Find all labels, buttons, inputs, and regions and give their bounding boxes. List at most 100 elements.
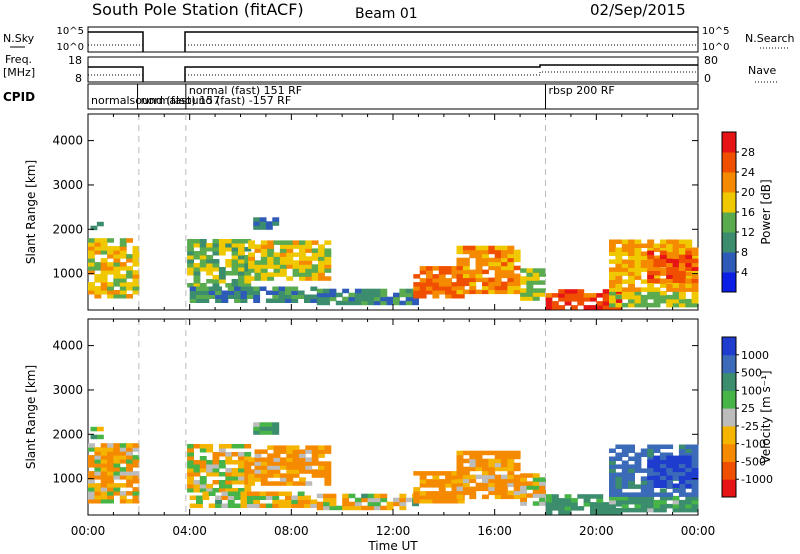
data-cell [248,240,255,245]
data-cell [596,498,604,503]
data-cell [419,286,427,291]
data-cell [279,445,287,450]
data-cell [273,260,281,265]
data-cell [475,245,483,251]
data-cell [238,255,245,260]
data-cell [126,447,133,452]
data-cell [187,251,194,256]
data-cell [297,503,305,508]
data-cell [570,506,578,511]
data-cell [100,463,108,468]
data-cell [494,450,502,456]
data-cell [367,288,375,294]
data-cell [225,283,233,288]
data-cell [551,498,559,503]
data-cell [653,294,661,300]
data-cell [187,468,194,473]
data-cell [678,467,686,473]
data-cell [212,460,220,465]
data-cell [685,258,693,264]
data-cell [311,461,319,466]
data-cell [634,468,642,473]
data-cell [100,471,108,476]
data-cell [570,498,578,503]
data-cell [399,497,407,503]
data-cell [240,290,248,295]
data-cell [482,478,489,484]
data-cell [187,480,194,485]
data-cell [305,240,313,245]
data-cell [292,449,300,454]
data-cell [305,469,313,474]
data-cell [634,287,642,292]
data-cell [666,452,674,457]
data-cell [265,422,273,427]
data-cell [212,480,220,485]
data-cell [432,483,440,488]
data-cell [113,246,121,251]
data-cell [558,305,566,310]
data-cell [621,287,629,292]
data-cell [246,499,254,504]
data-cell [244,484,252,489]
data-cell [596,510,604,515]
data-cell [691,287,699,292]
data-cell [113,290,121,295]
data-cell [432,274,440,279]
data-cell [248,457,255,462]
data-cell [602,502,610,507]
data-cell [456,450,464,456]
data-cell [100,495,108,500]
data-cell [305,465,313,470]
data-cell [218,279,226,284]
data-cell [212,275,220,280]
data-cell [659,294,667,300]
data-cell [367,296,375,302]
data-cell [335,300,343,306]
data-cell [577,506,585,511]
data-cell [438,286,446,291]
data-cell [316,288,324,294]
data-cell [462,482,470,488]
data-cell [234,290,241,295]
nave-tick-bottom: 0 [704,72,711,85]
data-cell [615,444,623,449]
data-cell [323,493,330,499]
data-cell [659,250,667,256]
data-cell [126,467,133,472]
data-cell [462,281,470,287]
data-cell [373,292,381,298]
data-cell [615,271,623,276]
data-cell [260,244,268,249]
data-cell [273,240,281,245]
data-cell [628,444,635,449]
data-cell [501,462,508,468]
data-cell [666,492,674,497]
data-cell [615,275,623,280]
data-cell [640,492,648,497]
data-cell [273,256,281,261]
data-cell [119,278,127,283]
data-cell [488,474,496,480]
data-cell [501,490,508,496]
data-cell [451,274,459,279]
data-cell [672,262,680,268]
colorbar-tick-label: 4 [741,266,748,279]
data-cell [107,463,114,468]
data-cell [244,460,252,465]
data-cell [231,267,239,272]
data-cell [240,294,248,299]
data-cell [539,497,546,502]
data-cell [494,454,502,460]
data-cell [292,244,300,249]
data-cell [299,264,306,269]
data-cell [659,475,667,480]
data-cell [558,510,566,515]
data-cell [196,286,203,291]
data-cell [324,268,332,273]
data-cell [193,275,201,280]
data-cell [666,495,674,501]
data-cell [278,286,286,291]
data-cell [100,459,108,464]
data-cell [238,456,245,461]
